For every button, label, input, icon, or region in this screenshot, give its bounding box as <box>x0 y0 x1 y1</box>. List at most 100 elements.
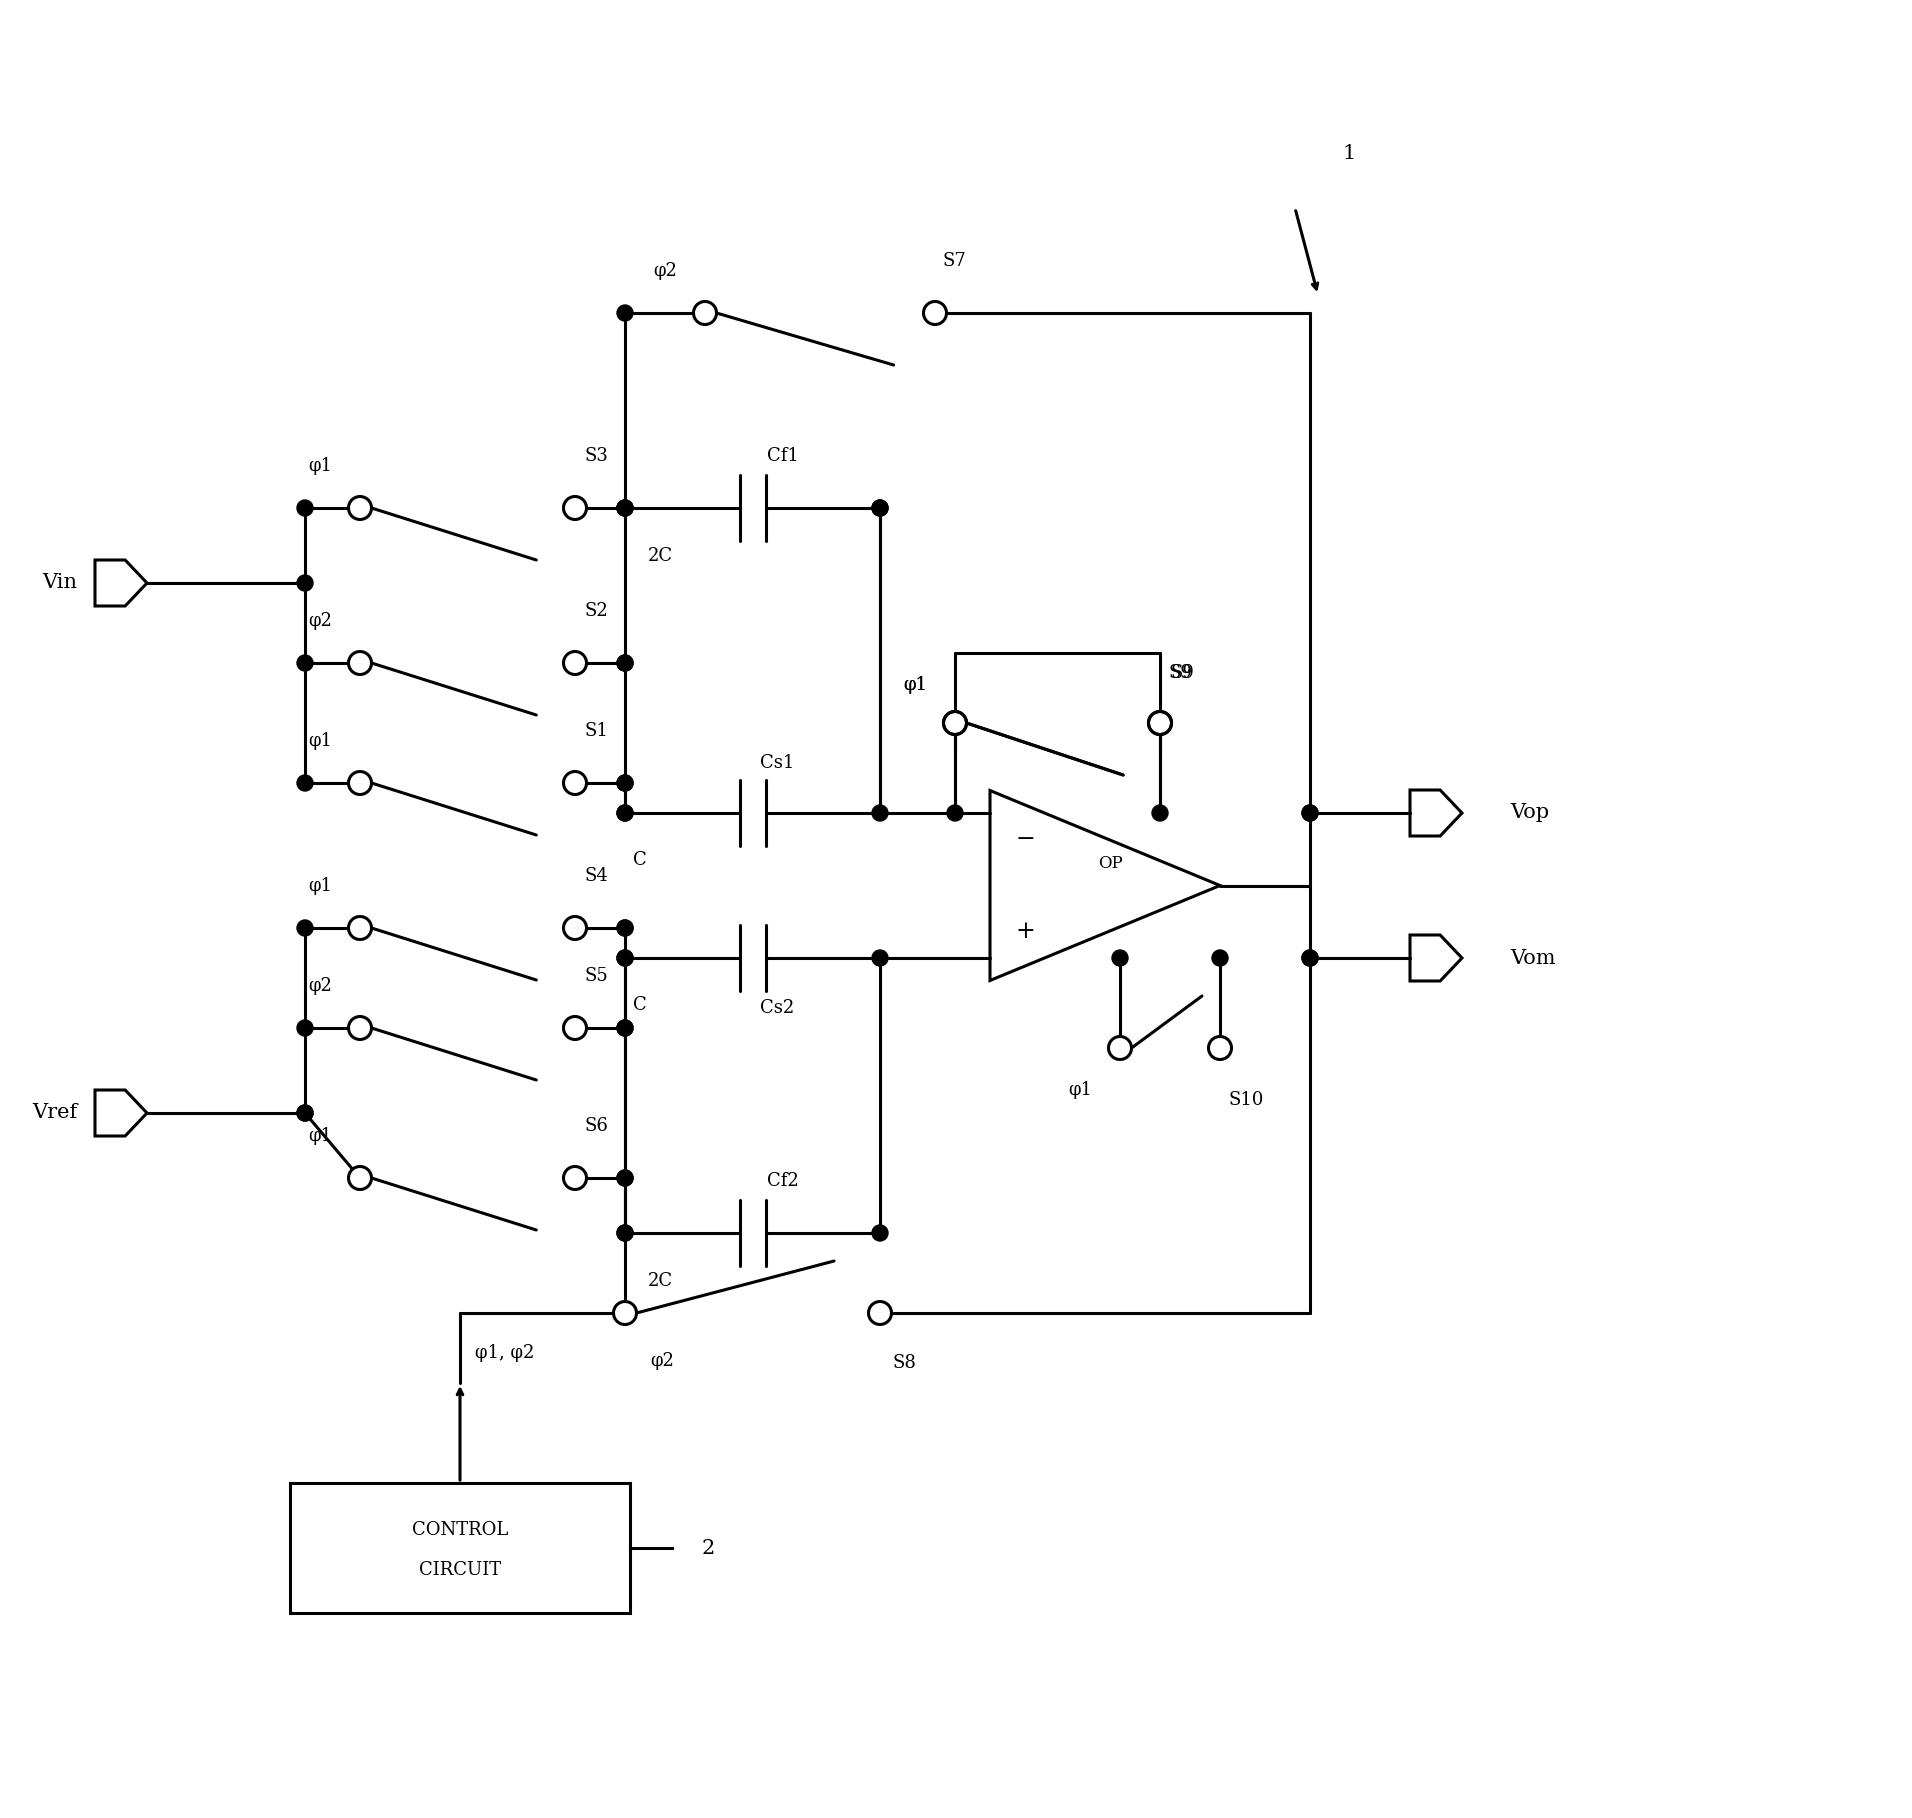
Text: +: + <box>1015 920 1034 942</box>
Circle shape <box>618 500 633 516</box>
Text: S8: S8 <box>893 1354 916 1373</box>
Text: Cs2: Cs2 <box>761 1000 795 1016</box>
Text: C: C <box>633 851 646 869</box>
Circle shape <box>618 774 633 791</box>
Text: φ2: φ2 <box>650 1353 673 1371</box>
Text: CONTROL: CONTROL <box>411 1522 509 1540</box>
Circle shape <box>618 920 633 936</box>
Text: Cf1: Cf1 <box>767 447 799 465</box>
Circle shape <box>564 496 587 520</box>
Text: φ1: φ1 <box>1069 1082 1092 1100</box>
Circle shape <box>564 1016 587 1040</box>
Text: S9: S9 <box>1170 664 1193 682</box>
Text: S6: S6 <box>585 1116 608 1134</box>
Text: Cs1: Cs1 <box>761 754 795 773</box>
Circle shape <box>348 771 371 794</box>
Circle shape <box>618 654 633 671</box>
Bar <box>291 1483 629 1613</box>
Circle shape <box>296 1105 314 1122</box>
Circle shape <box>1212 951 1228 965</box>
Circle shape <box>618 951 633 965</box>
Circle shape <box>1153 805 1168 822</box>
Circle shape <box>618 500 633 516</box>
Circle shape <box>564 651 587 674</box>
Text: φ1: φ1 <box>902 676 927 694</box>
Circle shape <box>618 774 633 791</box>
Text: S9: S9 <box>1168 664 1191 682</box>
Circle shape <box>296 1020 314 1036</box>
Circle shape <box>614 1302 637 1325</box>
Circle shape <box>618 1171 633 1185</box>
Text: φ2: φ2 <box>308 613 333 631</box>
Circle shape <box>872 1225 887 1242</box>
Circle shape <box>618 305 633 322</box>
Circle shape <box>348 651 371 674</box>
Circle shape <box>618 951 633 965</box>
Circle shape <box>296 500 314 516</box>
Circle shape <box>564 916 587 940</box>
Circle shape <box>348 916 371 940</box>
Circle shape <box>296 774 314 791</box>
Circle shape <box>1149 711 1172 734</box>
Text: OP: OP <box>1097 854 1122 873</box>
Circle shape <box>618 654 633 671</box>
Circle shape <box>296 574 314 591</box>
Text: S3: S3 <box>585 447 608 465</box>
Circle shape <box>348 1167 371 1189</box>
Circle shape <box>1302 805 1317 822</box>
Text: Cf2: Cf2 <box>767 1173 799 1191</box>
Text: φ1: φ1 <box>308 733 333 751</box>
Text: φ2: φ2 <box>654 262 677 280</box>
Circle shape <box>348 496 371 520</box>
Text: φ1: φ1 <box>902 676 927 694</box>
Circle shape <box>296 654 314 671</box>
Circle shape <box>1208 1036 1231 1060</box>
Circle shape <box>872 500 887 516</box>
Circle shape <box>618 920 633 936</box>
Circle shape <box>1302 951 1317 965</box>
Circle shape <box>872 805 887 822</box>
Text: 2C: 2C <box>648 1273 673 1291</box>
Text: C: C <box>633 996 646 1014</box>
Circle shape <box>868 1302 891 1325</box>
Text: S1: S1 <box>585 722 608 740</box>
Circle shape <box>618 805 633 822</box>
Text: Vop: Vop <box>1510 804 1549 822</box>
Circle shape <box>872 500 887 516</box>
Circle shape <box>618 805 633 822</box>
Circle shape <box>564 1167 587 1189</box>
Circle shape <box>1149 711 1172 734</box>
Circle shape <box>694 302 717 324</box>
Circle shape <box>923 302 946 324</box>
Text: φ1: φ1 <box>308 1127 333 1145</box>
Circle shape <box>618 500 633 516</box>
Text: 2C: 2C <box>648 547 673 565</box>
Circle shape <box>296 920 314 936</box>
Text: S2: S2 <box>585 602 608 620</box>
Circle shape <box>618 1020 633 1036</box>
Text: Vref: Vref <box>33 1104 76 1122</box>
Circle shape <box>943 711 966 734</box>
Circle shape <box>1302 951 1317 965</box>
Text: CIRCUIT: CIRCUIT <box>419 1562 501 1580</box>
Circle shape <box>943 711 966 734</box>
Text: S4: S4 <box>585 867 608 885</box>
Text: 2: 2 <box>702 1538 715 1558</box>
Circle shape <box>618 1225 633 1242</box>
Text: −: − <box>1015 829 1034 851</box>
Circle shape <box>564 771 587 794</box>
Text: S7: S7 <box>943 253 967 271</box>
Circle shape <box>1113 951 1128 965</box>
Text: φ1: φ1 <box>308 456 333 474</box>
Circle shape <box>872 951 887 965</box>
Circle shape <box>1302 805 1317 822</box>
Circle shape <box>1109 1036 1132 1060</box>
Text: Vom: Vom <box>1510 949 1556 967</box>
Text: φ2: φ2 <box>308 976 333 994</box>
Text: 1: 1 <box>1342 144 1356 162</box>
Text: S5: S5 <box>585 967 608 985</box>
Circle shape <box>618 1171 633 1185</box>
Circle shape <box>296 1105 314 1122</box>
Text: φ1: φ1 <box>308 876 333 894</box>
Circle shape <box>618 1020 633 1036</box>
